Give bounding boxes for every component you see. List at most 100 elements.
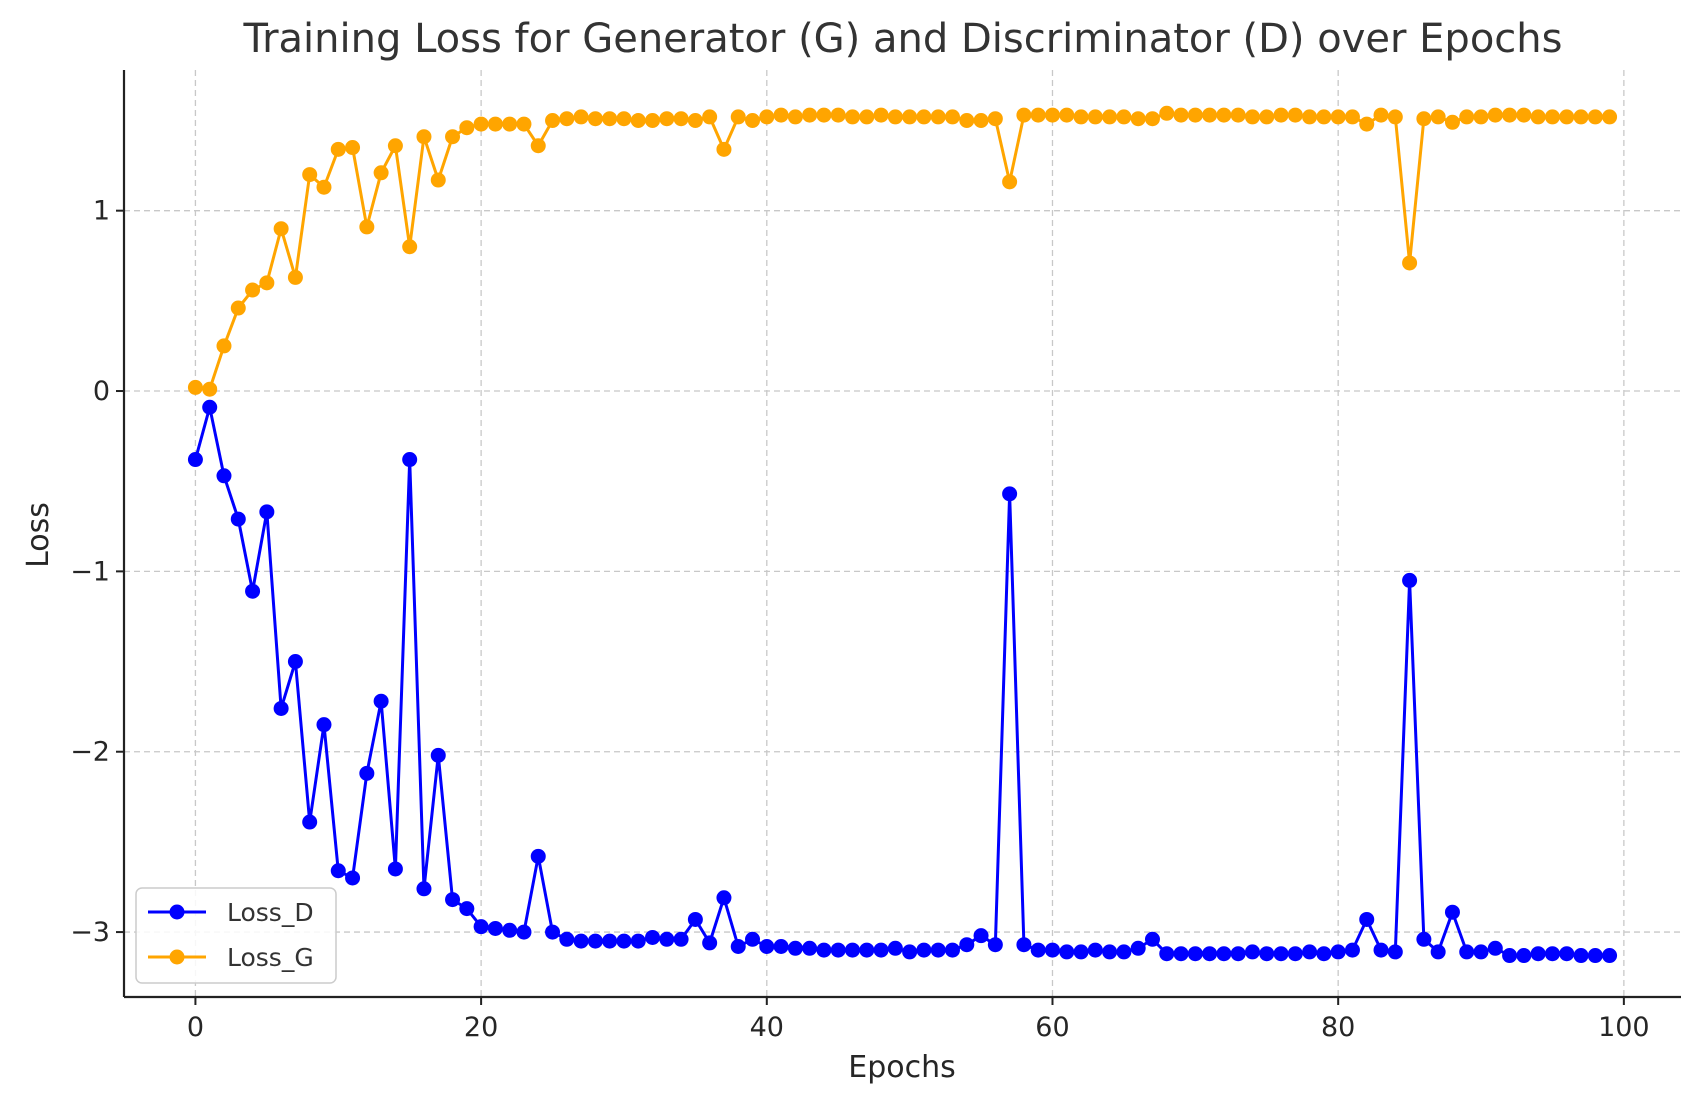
data-point-loss-g [1602, 109, 1618, 125]
data-point-loss-d [459, 901, 475, 917]
data-point-loss-g [816, 107, 832, 123]
legend-label-loss-d: Loss_D [227, 898, 314, 927]
x-axis-ticks: 0 20 40 60 80 100 [187, 997, 1650, 1043]
y-tick-label: 1 [93, 196, 110, 227]
data-point-loss-g [230, 300, 246, 316]
data-point-loss-g [873, 107, 889, 123]
data-point-loss-d [1330, 944, 1346, 960]
data-point-loss-d [1302, 944, 1318, 960]
data-point-loss-g [302, 167, 318, 183]
data-point-loss-g [459, 120, 475, 136]
data-point-loss-g [1059, 107, 1075, 123]
data-point-loss-g [1416, 111, 1432, 127]
data-point-loss-d [773, 939, 789, 955]
data-point-loss-d [645, 929, 661, 945]
data-point-loss-d [1002, 486, 1018, 502]
data-point-loss-d [1602, 948, 1618, 964]
data-point-loss-d [1587, 948, 1603, 964]
data-point-loss-d [530, 848, 546, 864]
data-point-loss-d [745, 931, 761, 947]
data-point-loss-d [630, 933, 646, 949]
data-point-loss-g [1002, 174, 1018, 190]
data-point-loss-g [1159, 105, 1175, 121]
data-point-loss-g [802, 107, 818, 123]
data-point-loss-g [1387, 109, 1403, 125]
data-point-loss-d [1544, 946, 1560, 962]
data-point-loss-g [1287, 107, 1303, 123]
plot-series [187, 105, 1618, 964]
data-point-loss-g [1202, 107, 1218, 123]
data-point-loss-d [1373, 942, 1389, 958]
data-point-loss-g [516, 116, 532, 132]
data-point-loss-d [1402, 572, 1418, 588]
data-point-loss-g [1087, 109, 1103, 125]
data-point-loss-g [673, 111, 689, 127]
data-point-loss-d [487, 920, 503, 936]
data-point-loss-g [973, 112, 989, 128]
data-point-loss-d [1487, 940, 1503, 956]
data-point-loss-d [944, 942, 960, 958]
data-point-loss-d [973, 928, 989, 944]
data-point-loss-d [1387, 944, 1403, 960]
data-point-loss-d [659, 931, 675, 947]
y-tick-label: −3 [70, 917, 110, 948]
y-tick-label: 0 [93, 376, 110, 407]
grid-lines [124, 70, 1681, 997]
data-point-loss-d [502, 922, 518, 938]
data-point-loss-d [1273, 946, 1289, 962]
data-point-loss-d [516, 924, 532, 940]
x-tick-label: 80 [1321, 1012, 1355, 1043]
data-point-loss-g [487, 116, 503, 132]
data-point-loss-g [1102, 109, 1118, 125]
x-tick-label: 0 [187, 1012, 204, 1043]
data-point-loss-g [630, 112, 646, 128]
data-point-loss-d [987, 937, 1003, 953]
data-point-loss-d [1087, 942, 1103, 958]
data-point-loss-g [930, 109, 946, 125]
data-point-loss-g [1044, 107, 1060, 123]
data-point-loss-g [587, 111, 603, 127]
x-tick-label: 60 [1035, 1012, 1069, 1043]
data-point-loss-g [287, 269, 303, 285]
data-point-loss-d [1459, 944, 1475, 960]
data-point-loss-g [1344, 109, 1360, 125]
data-point-loss-g [1244, 109, 1260, 125]
data-point-loss-g [602, 111, 618, 127]
data-point-loss-d [1130, 940, 1146, 956]
data-point-loss-g [316, 179, 332, 195]
data-point-loss-g [702, 109, 718, 125]
data-point-loss-d [330, 863, 346, 879]
data-point-loss-g [730, 109, 746, 125]
data-point-loss-d [1287, 946, 1303, 962]
y-axis-ticks: 1 0 −1 −2 −3 [70, 196, 124, 948]
data-point-loss-d [359, 765, 375, 781]
y-tick-label: −2 [70, 737, 110, 768]
data-point-loss-g [1402, 255, 1418, 271]
data-point-loss-d [430, 747, 446, 763]
data-point-loss-g [916, 109, 932, 125]
data-point-loss-d [887, 940, 903, 956]
data-point-loss-d [1444, 904, 1460, 920]
data-point-loss-d [1202, 946, 1218, 962]
data-point-loss-d [345, 870, 361, 886]
data-point-loss-g [430, 172, 446, 188]
data-point-loss-g [1016, 107, 1032, 123]
data-point-loss-g [1559, 109, 1575, 125]
data-point-loss-d [302, 814, 318, 830]
data-point-loss-g [359, 219, 375, 235]
data-point-loss-d [273, 700, 289, 716]
data-point-loss-g [373, 165, 389, 181]
data-point-loss-d [445, 892, 461, 908]
data-point-loss-g [1130, 111, 1146, 127]
data-point-loss-g [502, 116, 518, 132]
data-point-loss-d [616, 933, 632, 949]
series-loss-d [187, 399, 1618, 964]
data-point-loss-g [445, 129, 461, 145]
data-point-loss-d [373, 693, 389, 709]
legend-marker-loss-d [169, 904, 185, 920]
data-point-loss-g [245, 282, 261, 298]
legend-label-loss-g: Loss_G [227, 943, 314, 972]
data-point-loss-g [1173, 107, 1189, 123]
data-point-loss-d [873, 942, 889, 958]
y-axis-label: Loss [21, 502, 56, 568]
